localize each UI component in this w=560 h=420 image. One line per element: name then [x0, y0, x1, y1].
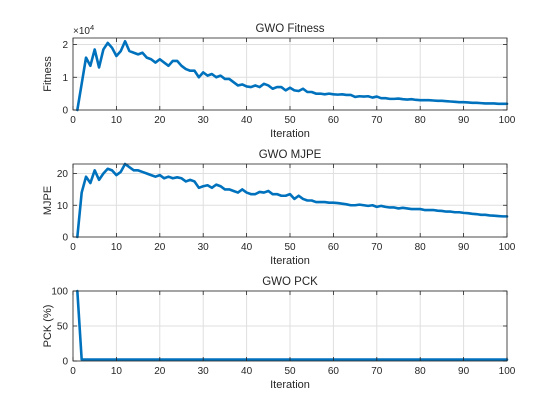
subplot-2: 0 10 20 30 40 50 60 70 80 90 100 0 10 20 GWO MJPE Itera…: [42, 149, 516, 267]
x-tick-label: 100: [499, 115, 516, 126]
x-tick-label: 100: [499, 242, 516, 253]
x-tick-label: 30: [198, 366, 210, 377]
x-tick-label: 70: [371, 242, 383, 253]
y-tick-label: 100: [51, 287, 68, 298]
x-tick-label: 40: [241, 115, 253, 126]
y-tick-label: 10: [57, 201, 69, 212]
x-tick-label: 70: [371, 366, 383, 377]
x-tick-label: 10: [111, 242, 123, 253]
subplot-3: 0 10 20 30 40 50 60 70 80 90 100 0 50 100 GWO PCK Itera…: [42, 276, 516, 391]
y-tick-label: 0: [62, 233, 68, 244]
data-line: [76, 39, 509, 112]
y-axis-label: Fitness: [42, 56, 54, 92]
x-tick-label: 60: [328, 115, 340, 126]
x-tick-label: 90: [458, 242, 470, 253]
y-axis-label: PCK (%): [42, 305, 54, 348]
x-tick-label: 10: [111, 366, 123, 377]
x-tick-label: 50: [284, 242, 296, 253]
y-tick-label: 0: [62, 106, 68, 117]
x-axis-label: Iteration: [270, 379, 310, 391]
x-tick-label: 20: [154, 242, 166, 253]
y-exponent-label: ×104: [73, 23, 94, 37]
y-tick-label: 20: [57, 169, 69, 180]
x-tick-label: 30: [198, 242, 210, 253]
x-tick-label: 60: [328, 366, 340, 377]
x-tick-label: 80: [415, 242, 427, 253]
x-tick-label: 0: [70, 366, 76, 377]
x-tick-label: 30: [198, 115, 210, 126]
x-tick-label: 100: [499, 366, 516, 377]
y-tick-label: 0: [62, 357, 68, 368]
x-tick-label: 40: [241, 366, 253, 377]
x-tick-label: 60: [328, 242, 340, 253]
x-tick-label: 90: [458, 366, 470, 377]
x-tick-label: 10: [111, 115, 123, 126]
x-tick-label: 20: [154, 366, 166, 377]
x-tick-label: 20: [154, 115, 166, 126]
y-axis-label: MJPE: [42, 186, 54, 215]
chart-title: GWO Fitness: [255, 23, 324, 35]
chart-title: GWO PCK: [262, 276, 318, 288]
y-tick-label: 1: [62, 73, 68, 84]
x-tick-label: 50: [284, 366, 296, 377]
x-tick-label: 70: [371, 115, 383, 126]
y-tick-label: 50: [57, 322, 69, 333]
x-tick-label: 80: [415, 115, 427, 126]
y-exponent-base: ×10: [73, 26, 90, 37]
x-tick-label: 0: [70, 242, 76, 253]
subplot-1: 0 10 20 30 40 50 60 70 80 90 100 0 1 2 ×104 GWO Fitness…: [42, 23, 516, 140]
data-line: [76, 162, 509, 239]
y-tick-label: 2: [62, 40, 68, 51]
x-tick-label: 50: [284, 115, 296, 126]
x-tick-label: 0: [70, 115, 76, 126]
chart-title: GWO MJPE: [259, 149, 322, 161]
x-tick-label: 80: [415, 366, 427, 377]
x-axis-label: Iteration: [270, 255, 310, 267]
y-exponent-power: 4: [90, 23, 94, 32]
x-axis-label: Iteration: [270, 128, 310, 140]
x-tick-label: 40: [241, 242, 253, 253]
x-tick-label: 90: [458, 115, 470, 126]
